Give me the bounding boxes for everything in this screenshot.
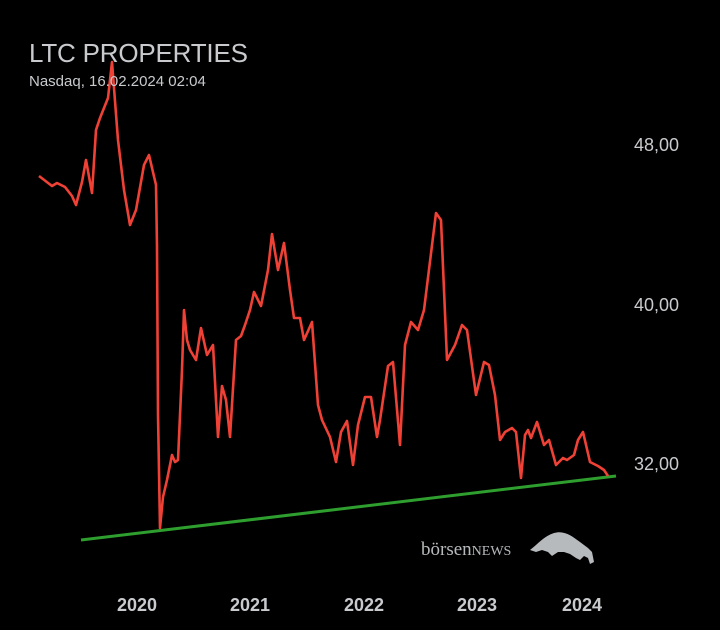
x-tick-2021: 2021 bbox=[229, 595, 271, 615]
price-line bbox=[38, 60, 610, 530]
x-tick-2023: 2023 bbox=[456, 595, 498, 615]
x-tick-2024: 2024 bbox=[561, 595, 603, 615]
watermark-caps: NEWS bbox=[471, 544, 512, 559]
x-tick-2020: 2020 bbox=[116, 595, 158, 615]
chart-subtitle: Nasdaq, 16.02.2024 02:04 bbox=[29, 73, 206, 90]
watermark-text: börsen bbox=[421, 539, 472, 560]
y-tick-32: 32,00 bbox=[634, 454, 680, 474]
boersennews-watermark: börsenNEWS bbox=[421, 539, 511, 561]
support-trend-line bbox=[80, 474, 617, 542]
bull-logo-icon bbox=[530, 532, 594, 564]
chart-title: LTC PROPERTIES bbox=[29, 38, 248, 68]
y-tick-48: 48,00 bbox=[634, 135, 680, 155]
x-tick-2022: 2022 bbox=[343, 595, 385, 615]
y-tick-40: 40,00 bbox=[634, 295, 680, 315]
